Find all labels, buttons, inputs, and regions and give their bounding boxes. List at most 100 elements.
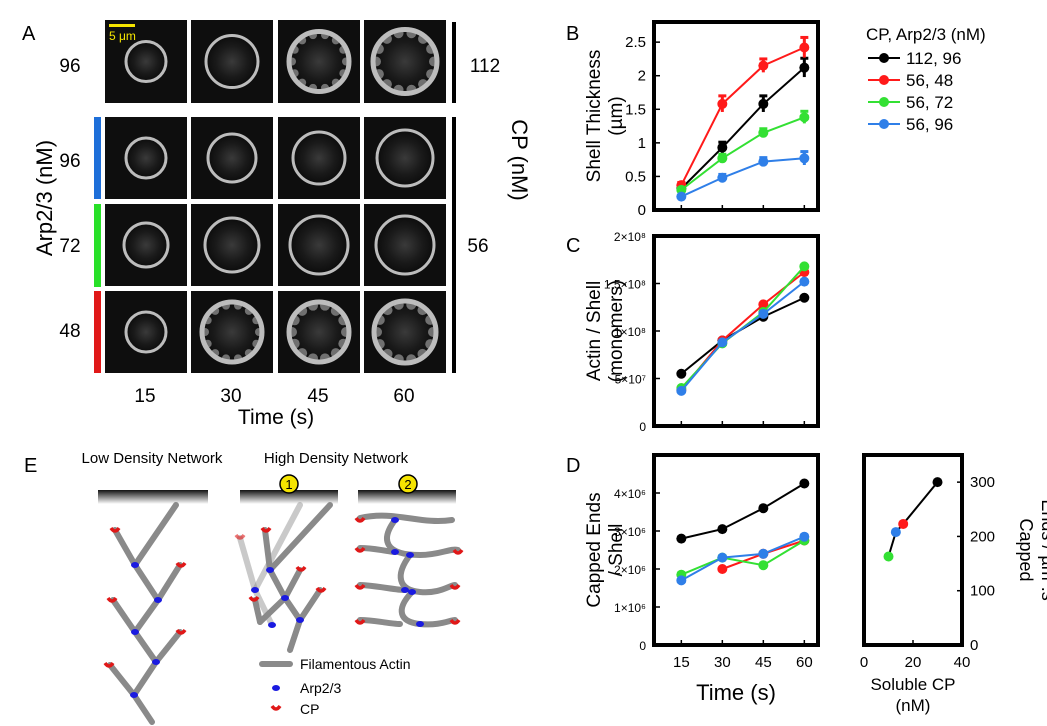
actin-filament — [132, 502, 179, 568]
shell-texture — [406, 354, 417, 365]
cp-cap — [452, 548, 464, 555]
shell-texture — [393, 299, 404, 310]
actin-shell — [124, 310, 168, 354]
shell-texture — [330, 348, 341, 359]
legend-swatch-dot — [879, 97, 889, 107]
actin-shell — [206, 132, 258, 184]
plot-frame — [862, 453, 964, 647]
shell-texture — [373, 43, 384, 54]
shell-texture — [288, 57, 296, 66]
data-point — [799, 42, 810, 53]
actin-filament — [252, 587, 275, 628]
panel-letter-a: A — [22, 23, 36, 45]
data-point — [799, 292, 810, 303]
actin-filament — [155, 562, 183, 603]
data-point — [676, 368, 687, 379]
time-tick-label: 30 — [220, 386, 241, 407]
data-point — [717, 337, 728, 348]
actin-shell — [204, 34, 260, 89]
y-tick-label: 4×10⁶ — [614, 487, 646, 501]
shell-texture — [221, 301, 230, 310]
x-tick-label: 40 — [954, 654, 971, 671]
shell-texture — [342, 57, 350, 66]
data-point — [883, 551, 894, 562]
shell-texture — [373, 69, 384, 80]
shell-texture — [320, 300, 331, 311]
shell-texture — [418, 33, 429, 44]
time-tick-label: 45 — [307, 386, 328, 407]
data-point — [758, 60, 769, 71]
shell-texture — [393, 354, 404, 365]
scale-bar-label: 5 μm — [109, 29, 136, 43]
data-point — [676, 191, 687, 202]
shell-texture — [297, 348, 308, 359]
actin-filament — [112, 527, 138, 568]
arp23-node — [152, 659, 160, 665]
shell-texture — [211, 349, 220, 358]
data-point — [717, 552, 728, 563]
actin-shell — [374, 214, 436, 276]
y-axis-label: Shell Thickness(µm) — [584, 50, 627, 183]
y-tick-label: 3×10⁶ — [614, 525, 646, 539]
x-tick-label: 0 — [860, 654, 868, 671]
scale-bar — [109, 24, 135, 27]
legend-entry-label: 56, 96 — [906, 115, 953, 134]
y-tick-label: 0 — [639, 420, 646, 434]
cp-bracket — [452, 117, 456, 373]
y-tick-label: 0 — [638, 202, 646, 219]
data-point — [717, 98, 728, 109]
y-tick-label: 2 — [638, 68, 646, 85]
actin-legend-label: Filamentous Actin — [300, 656, 411, 672]
actin-filament — [357, 582, 408, 593]
actin-shell — [288, 214, 350, 276]
arp23-node — [391, 517, 399, 523]
time-tick-label: 60 — [393, 386, 414, 407]
actin-filament — [357, 545, 398, 555]
shell-texture — [331, 78, 340, 87]
cp-legend-swatch — [270, 704, 282, 711]
arp23-node — [296, 617, 304, 623]
actin-filament — [110, 597, 138, 635]
bead-interior — [290, 216, 348, 274]
y-tick-label: 0 — [639, 639, 646, 653]
actin-filament — [262, 527, 273, 573]
shell-texture — [234, 354, 243, 363]
actin-filament — [107, 662, 137, 698]
arp23-node — [406, 552, 414, 558]
y-tick-label: 1.5×10⁸ — [604, 278, 646, 292]
series-line — [680, 535, 805, 582]
shell-texture — [307, 353, 318, 364]
arp23-node — [391, 549, 399, 555]
cp-cap — [248, 595, 260, 602]
shell-texture — [321, 31, 330, 40]
scenario-badge-label: 1 — [285, 477, 292, 492]
y-tick-label: 2×10⁶ — [614, 563, 646, 577]
arp-row-label: 96 — [59, 56, 80, 77]
panel-letter-c: C — [566, 235, 580, 257]
plot-frame — [652, 234, 820, 428]
shell-texture — [417, 348, 428, 359]
actin-filament — [131, 659, 159, 698]
shell-texture — [393, 28, 404, 39]
y-tick-label: 1×10⁸ — [614, 325, 646, 339]
arp23-node — [130, 692, 138, 698]
shell-texture — [290, 69, 299, 78]
time-tick-label: 15 — [134, 386, 155, 407]
arp-color-bar — [94, 204, 101, 287]
cp-axis-label: CP (nM) — [507, 119, 532, 201]
shell-texture — [252, 316, 261, 325]
shell-texture — [201, 328, 209, 336]
shell-texture — [382, 305, 393, 316]
shell-texture — [321, 83, 330, 92]
arp-color-bar — [94, 291, 101, 373]
shell-texture — [381, 33, 392, 44]
cp-cap — [109, 526, 121, 533]
data-point — [799, 62, 810, 73]
bead-interior — [206, 35, 258, 88]
actin-filament — [132, 562, 161, 603]
legend-swatch-dot — [879, 53, 889, 63]
cp-cap — [354, 583, 366, 590]
cp-cap — [354, 546, 366, 553]
panel-e-schematic: Low Density Network High Density Network… — [82, 450, 464, 725]
